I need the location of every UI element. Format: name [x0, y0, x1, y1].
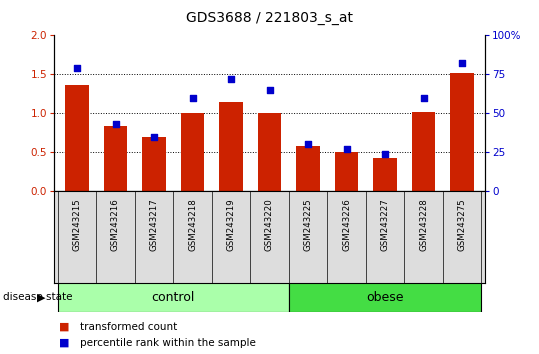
Text: ▶: ▶: [37, 292, 46, 302]
Bar: [335, 152, 358, 191]
Bar: [374, 159, 397, 191]
Bar: [181, 113, 204, 191]
Point: [188, 95, 197, 101]
Bar: [289, 283, 481, 312]
Point: [265, 87, 274, 93]
Point: [342, 146, 351, 152]
Point: [150, 134, 158, 139]
Text: GSM243216: GSM243216: [111, 199, 120, 251]
Point: [419, 95, 428, 101]
Point: [73, 65, 81, 71]
Point: [458, 61, 466, 66]
Bar: [58, 283, 289, 312]
Bar: [296, 146, 320, 191]
Text: GSM243227: GSM243227: [381, 199, 390, 251]
Bar: [104, 126, 127, 191]
Bar: [258, 113, 281, 191]
Bar: [412, 112, 435, 191]
Text: transformed count: transformed count: [80, 322, 177, 332]
Text: ■: ■: [59, 338, 70, 348]
Text: control: control: [151, 291, 195, 304]
Text: GSM243218: GSM243218: [188, 199, 197, 251]
Text: GSM243225: GSM243225: [303, 199, 313, 251]
Text: GDS3688 / 221803_s_at: GDS3688 / 221803_s_at: [186, 11, 353, 25]
Text: GSM243219: GSM243219: [226, 199, 236, 251]
Bar: [219, 102, 243, 191]
Bar: [142, 137, 165, 191]
Text: disease state: disease state: [3, 292, 72, 302]
Text: ■: ■: [59, 322, 70, 332]
Text: GSM243226: GSM243226: [342, 199, 351, 251]
Text: GSM243275: GSM243275: [458, 199, 466, 251]
Point: [303, 142, 312, 147]
Text: GSM243220: GSM243220: [265, 199, 274, 251]
Bar: [451, 73, 474, 191]
Text: obese: obese: [366, 291, 404, 304]
Point: [111, 121, 120, 127]
Text: percentile rank within the sample: percentile rank within the sample: [80, 338, 255, 348]
Point: [381, 151, 389, 156]
Text: GSM243217: GSM243217: [149, 199, 158, 251]
Text: GSM243215: GSM243215: [73, 199, 81, 251]
Point: [227, 76, 236, 82]
Text: GSM243228: GSM243228: [419, 199, 428, 251]
Bar: [65, 85, 88, 191]
